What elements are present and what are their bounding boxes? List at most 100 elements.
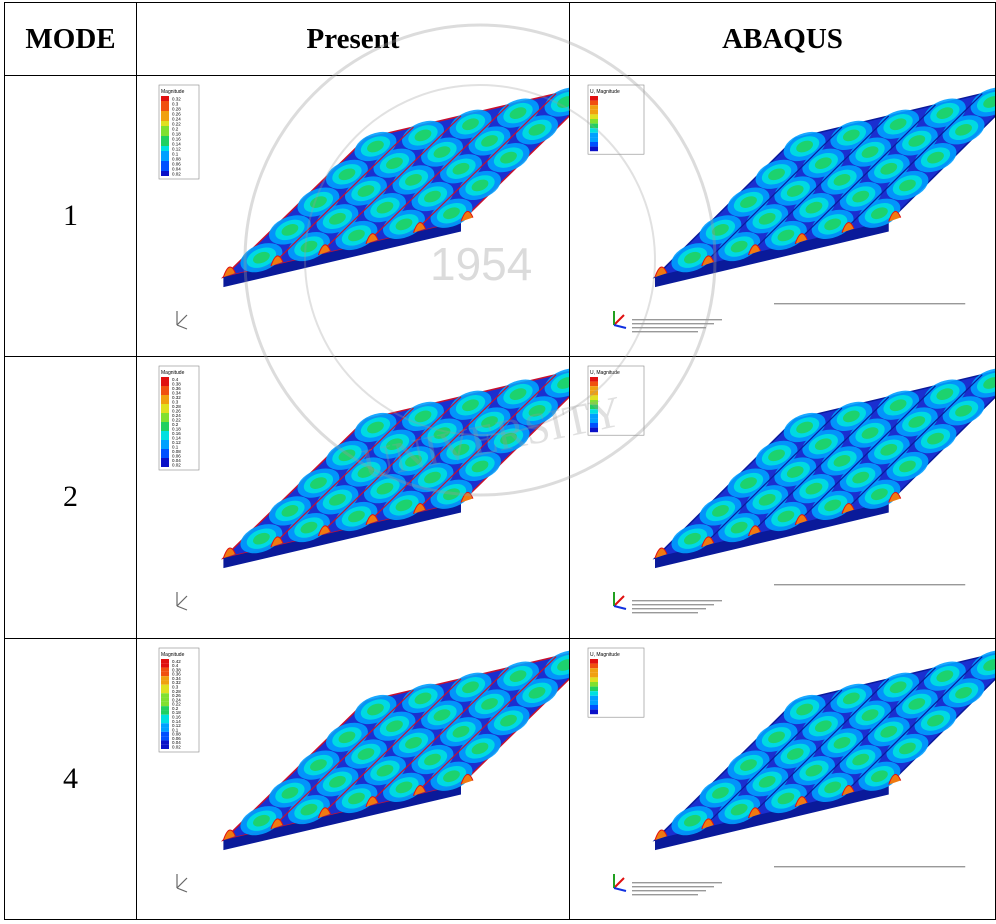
present-figure-cell: Magnitude 0.4 0.38 0.36 0.34 0.32 0.3 0.28 0.26 0… <box>136 356 570 639</box>
abaqus-mode4-figure: U, Magnitude <box>570 640 995 918</box>
svg-text:Magnitude: Magnitude <box>161 89 185 95</box>
legend: Magnitude0.40.380.360.340.320.30.280.260… <box>158 366 200 471</box>
svg-text:0.26: 0.26 <box>172 693 181 698</box>
present-mode4-figure: Magnitude 0.42 0.4 0.38 0.36 0.34 0.32 0.3 0.28 0… <box>137 640 569 918</box>
svg-text:0.34: 0.34 <box>172 391 181 396</box>
abaqus-mode2-figure: U, Magnitude <box>570 358 995 636</box>
svg-text:0.4: 0.4 <box>172 663 179 668</box>
svg-text:0.04: 0.04 <box>172 458 181 463</box>
svg-text:U, Magnitude: U, Magnitude <box>590 89 620 95</box>
svg-text:0.18: 0.18 <box>172 710 181 715</box>
contour-plot: U, Magnitude <box>587 366 995 614</box>
svg-text:0.24: 0.24 <box>172 697 181 702</box>
header-mode: MODE <box>4 2 137 76</box>
legend: U, Magnitude <box>587 647 645 718</box>
legend: U, Magnitude <box>587 84 645 155</box>
svg-text:0.3: 0.3 <box>172 102 179 107</box>
svg-text:0.26: 0.26 <box>172 409 181 414</box>
mode-number: 4 <box>4 637 137 921</box>
mode-number: 1 <box>4 74 137 358</box>
mode-number: 2 <box>4 356 137 639</box>
present-mode1-figure: Magnitude 0.32 0.3 0.28 0.26 0.24 0.22 0.2 0.18 0… <box>137 77 569 355</box>
svg-text:0.14: 0.14 <box>172 142 181 147</box>
svg-text:0.18: 0.18 <box>172 132 181 137</box>
contour-plot: Magnitude0.320.30.280.260.240.220.20.180… <box>158 84 569 330</box>
svg-text:0.26: 0.26 <box>172 112 181 117</box>
legend: Magnitude0.420.40.380.360.340.320.30.280… <box>158 647 200 753</box>
abaqus-figure-cell: U, Magnitude <box>569 74 996 358</box>
abaqus-figure-cell: U, Magnitude <box>569 356 996 639</box>
svg-text:0.32: 0.32 <box>172 395 181 400</box>
svg-text:0.08: 0.08 <box>172 157 181 162</box>
svg-text:0.32: 0.32 <box>172 97 181 102</box>
table-row: 2 Magnitude 0.4 0.38 0.36 0.34 0.32 0.3 0.28 0.2… <box>4 356 996 639</box>
header-row: MODE Present ABAQUS <box>4 2 996 76</box>
axis-triad-icon <box>176 311 188 330</box>
svg-text:0.12: 0.12 <box>172 723 181 728</box>
mode-shape-table: MODE Present ABAQUS 1 Magnitude 0.32 0.3 0.… <box>4 2 996 921</box>
axis-triad-icon <box>613 311 627 330</box>
legend: Magnitude0.320.30.280.260.240.220.20.180… <box>158 84 200 180</box>
svg-text:0.2: 0.2 <box>172 706 179 711</box>
axis-triad-icon <box>613 873 627 892</box>
svg-text:Magnitude: Magnitude <box>161 370 185 376</box>
svg-text:0.02: 0.02 <box>172 744 181 749</box>
svg-text:0.1: 0.1 <box>172 152 179 157</box>
svg-text:0.04: 0.04 <box>172 740 181 745</box>
svg-text:0.2: 0.2 <box>172 127 179 132</box>
contour-plot: U, Magnitude <box>587 647 995 896</box>
svg-text:0.36: 0.36 <box>172 386 181 391</box>
svg-text:0.02: 0.02 <box>172 463 181 468</box>
header-present: Present <box>136 2 570 76</box>
svg-text:U, Magnitude: U, Magnitude <box>590 370 620 376</box>
table-row: 1 Magnitude 0.32 0.3 0.28 0.26 0.24 0.22 0.2 0.1… <box>4 74 996 358</box>
abaqus-figure-cell: U, Magnitude <box>569 637 996 921</box>
present-figure-cell: Magnitude 0.42 0.4 0.38 0.36 0.34 0.32 0.3 0.28 0… <box>136 637 570 921</box>
svg-text:0.12: 0.12 <box>172 440 181 445</box>
abaqus-mode1-figure: U, Magnitude <box>570 77 995 355</box>
present-mode2-figure: Magnitude 0.4 0.38 0.36 0.34 0.32 0.3 0.28 0.26 0… <box>137 358 569 636</box>
svg-text:0.24: 0.24 <box>172 413 181 418</box>
svg-text:0.3: 0.3 <box>172 684 179 689</box>
svg-text:0.12: 0.12 <box>172 147 181 152</box>
svg-text:0.16: 0.16 <box>172 714 181 719</box>
svg-text:0.22: 0.22 <box>172 122 181 127</box>
svg-text:0.16: 0.16 <box>172 431 181 436</box>
contour-plot: Magnitude0.40.380.360.340.320.30.280.260… <box>158 366 569 612</box>
svg-text:0.38: 0.38 <box>172 667 181 672</box>
svg-text:0.14: 0.14 <box>172 719 181 724</box>
svg-text:0.04: 0.04 <box>172 167 181 172</box>
svg-text:0.18: 0.18 <box>172 427 181 432</box>
svg-text:0.2: 0.2 <box>172 422 179 427</box>
svg-text:0.28: 0.28 <box>172 689 181 694</box>
svg-text:0.08: 0.08 <box>172 449 181 454</box>
axis-triad-icon <box>613 592 627 611</box>
present-figure-cell: Magnitude 0.32 0.3 0.28 0.26 0.24 0.22 0.2 0.18 0… <box>136 74 570 358</box>
svg-text:0.22: 0.22 <box>172 418 181 423</box>
svg-text:0.28: 0.28 <box>172 107 181 112</box>
svg-text:0.06: 0.06 <box>172 454 181 459</box>
svg-text:0.28: 0.28 <box>172 404 181 409</box>
svg-text:0.3: 0.3 <box>172 400 179 405</box>
legend: U, Magnitude <box>587 366 645 436</box>
svg-text:0.14: 0.14 <box>172 436 181 441</box>
svg-text:0.02: 0.02 <box>172 172 181 177</box>
svg-text:0.16: 0.16 <box>172 137 181 142</box>
svg-text:0.06: 0.06 <box>172 736 181 741</box>
table-row: 4 Magnitude 0.42 0.4 0.38 0.36 0.34 0.32 0.3 0.2… <box>4 637 996 921</box>
svg-text:0.38: 0.38 <box>172 382 181 387</box>
svg-text:0.36: 0.36 <box>172 671 181 676</box>
svg-text:U, Magnitude: U, Magnitude <box>590 652 620 658</box>
svg-text:0.08: 0.08 <box>172 731 181 736</box>
axis-triad-icon <box>176 592 188 612</box>
contour-plot: U, Magnitude <box>587 84 995 333</box>
svg-text:0.24: 0.24 <box>172 117 181 122</box>
svg-text:0.42: 0.42 <box>172 659 181 664</box>
svg-text:0.1: 0.1 <box>172 727 179 732</box>
svg-text:0.22: 0.22 <box>172 701 181 706</box>
axis-triad-icon <box>176 873 188 893</box>
svg-text:0.34: 0.34 <box>172 676 181 681</box>
contour-plot: Magnitude0.420.40.380.360.340.320.30.280… <box>158 647 569 893</box>
header-abaqus: ABAQUS <box>569 2 996 76</box>
svg-text:0.06: 0.06 <box>172 162 181 167</box>
